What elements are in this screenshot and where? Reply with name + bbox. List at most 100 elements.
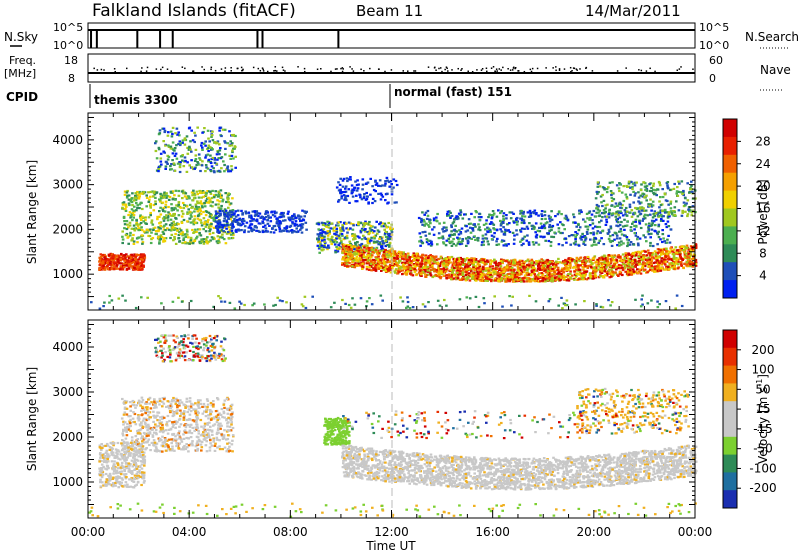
- range-cell: [420, 263, 423, 265]
- range-cell: [339, 229, 342, 231]
- range-cell: [477, 267, 480, 269]
- nave-point: [472, 71, 474, 73]
- nave-point: [428, 66, 430, 68]
- range-cell: [584, 265, 587, 267]
- range-cell: [379, 222, 382, 224]
- range-cell: [673, 266, 676, 268]
- range-cell: [183, 165, 186, 167]
- range-cell: [150, 191, 153, 193]
- range-cell: [646, 254, 649, 256]
- range-cell: [224, 129, 227, 131]
- range-cell: [270, 220, 273, 222]
- range-cell: [635, 219, 638, 221]
- range-cell: [338, 237, 341, 239]
- range-cell: [196, 161, 199, 163]
- range-cell: [530, 280, 533, 282]
- range-cell: [368, 266, 371, 268]
- range-cell: [332, 241, 335, 243]
- range-cell: [472, 276, 475, 278]
- range-cell: [131, 254, 134, 256]
- range-cell: [271, 227, 274, 229]
- nave-point: [493, 66, 495, 68]
- range-cell: [421, 257, 424, 259]
- range-cell: [589, 273, 592, 275]
- freq-label-1: Freq.: [9, 54, 36, 67]
- range-cell: [226, 167, 229, 169]
- range-cell: [185, 192, 188, 194]
- range-cell: [305, 229, 308, 231]
- range-cell: [198, 157, 201, 159]
- range-cell: [632, 263, 635, 265]
- range-cell: [638, 263, 641, 265]
- range-cell: [489, 266, 492, 268]
- nave-point: [336, 68, 338, 70]
- range-cell: [220, 224, 223, 226]
- range-cell: [212, 238, 215, 240]
- range-cell: [133, 225, 136, 227]
- range-cell: [604, 274, 607, 276]
- range-cell: [427, 269, 430, 271]
- nave-point: [384, 71, 386, 73]
- range-cell: [205, 230, 208, 232]
- range-cell: [169, 165, 172, 167]
- range-cell: [228, 237, 231, 239]
- range-cell: [165, 201, 168, 203]
- range-cell: [551, 277, 554, 279]
- range-cell: [530, 212, 533, 214]
- nave-point: [225, 67, 227, 69]
- range-cell: [173, 236, 176, 238]
- range-cell: [445, 258, 448, 260]
- range-cell: [215, 213, 218, 215]
- range-cell: [661, 251, 664, 253]
- range-cell: [210, 170, 213, 172]
- range-cell: [123, 201, 126, 203]
- range-cell: [99, 259, 102, 261]
- range-cell: [438, 232, 441, 234]
- range-cell: [158, 241, 161, 243]
- range-cell: [192, 139, 195, 141]
- range-cell: [228, 130, 231, 132]
- range-cell: [538, 268, 541, 270]
- nave-point: [101, 69, 103, 71]
- range-cell: [482, 259, 485, 261]
- nave-point: [253, 67, 255, 69]
- range-cell: [120, 253, 123, 255]
- range-cell: [345, 223, 348, 225]
- range-cell: [452, 238, 455, 240]
- range-cell: [385, 231, 388, 233]
- range-cell: [215, 221, 218, 223]
- range-cell: [679, 253, 682, 255]
- range-cell: [616, 237, 619, 239]
- range-cell: [352, 238, 355, 240]
- range-cell: [140, 258, 143, 260]
- range-cell: [469, 279, 472, 281]
- range-cell: [164, 240, 167, 242]
- range-cell: [607, 257, 610, 259]
- range-cell: [677, 263, 680, 265]
- range-cell: [184, 156, 187, 158]
- range-cell: [482, 270, 485, 272]
- range-cell: [132, 234, 135, 236]
- range-cell: [105, 260, 108, 262]
- range-cell: [482, 235, 485, 237]
- range-cell: [380, 225, 383, 227]
- range-cell: [352, 229, 355, 231]
- range-cell: [402, 255, 405, 257]
- range-cell: [370, 261, 373, 263]
- range-cell: [204, 157, 207, 159]
- nave-point: [147, 67, 149, 69]
- range-cell: [174, 233, 177, 235]
- range-cell: [450, 276, 453, 278]
- range-cell: [240, 229, 243, 231]
- range-cell: [341, 258, 344, 260]
- range-cell: [353, 233, 356, 235]
- range-cell: [442, 241, 445, 243]
- range-cell: [140, 262, 143, 264]
- range-cell: [370, 240, 373, 242]
- range-cell: [333, 239, 336, 241]
- range-cell: [350, 249, 353, 251]
- range-cell: [443, 263, 446, 265]
- range-cell: [134, 192, 137, 194]
- nsearch-tick-bottom: 10^0: [699, 39, 729, 52]
